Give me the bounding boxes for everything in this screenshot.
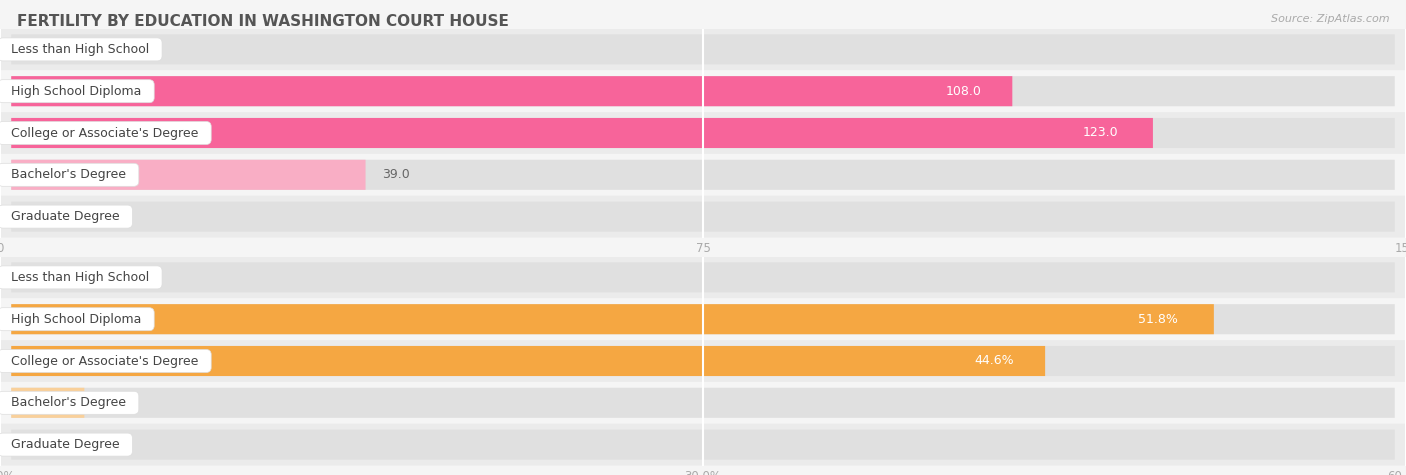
Text: Bachelor's Degree: Bachelor's Degree: [3, 168, 134, 181]
FancyBboxPatch shape: [0, 196, 1406, 238]
FancyBboxPatch shape: [0, 154, 1406, 196]
Text: High School Diploma: High School Diploma: [3, 313, 149, 326]
Text: 108.0: 108.0: [946, 85, 981, 98]
FancyBboxPatch shape: [11, 118, 1395, 148]
Text: High School Diploma: High School Diploma: [3, 85, 149, 98]
FancyBboxPatch shape: [0, 298, 1406, 340]
Text: 0.0: 0.0: [17, 43, 37, 56]
Text: FERTILITY BY EDUCATION IN WASHINGTON COURT HOUSE: FERTILITY BY EDUCATION IN WASHINGTON COU…: [17, 14, 509, 29]
Text: Less than High School: Less than High School: [3, 43, 157, 56]
FancyBboxPatch shape: [11, 201, 1395, 232]
Text: 123.0: 123.0: [1083, 126, 1118, 140]
Text: 51.8%: 51.8%: [1137, 313, 1177, 326]
Text: College or Associate's Degree: College or Associate's Degree: [3, 126, 207, 140]
Text: 44.6%: 44.6%: [974, 354, 1014, 368]
Text: Less than High School: Less than High School: [3, 271, 157, 284]
FancyBboxPatch shape: [11, 76, 1012, 106]
Text: 0.0: 0.0: [17, 210, 37, 223]
FancyBboxPatch shape: [11, 34, 1395, 65]
FancyBboxPatch shape: [0, 28, 1406, 70]
FancyBboxPatch shape: [11, 160, 1395, 190]
FancyBboxPatch shape: [11, 304, 1395, 334]
FancyBboxPatch shape: [11, 429, 1395, 460]
Text: College or Associate's Degree: College or Associate's Degree: [3, 354, 207, 368]
FancyBboxPatch shape: [11, 262, 1395, 293]
FancyBboxPatch shape: [0, 256, 1406, 298]
Text: 0.0%: 0.0%: [17, 271, 49, 284]
FancyBboxPatch shape: [11, 160, 366, 190]
Text: 0.0%: 0.0%: [17, 438, 49, 451]
Text: 39.0: 39.0: [382, 168, 411, 181]
FancyBboxPatch shape: [11, 76, 1395, 106]
FancyBboxPatch shape: [11, 346, 1045, 376]
Text: Source: ZipAtlas.com: Source: ZipAtlas.com: [1271, 14, 1389, 24]
FancyBboxPatch shape: [11, 304, 1213, 334]
FancyBboxPatch shape: [0, 70, 1406, 112]
Text: Bachelor's Degree: Bachelor's Degree: [3, 396, 134, 409]
FancyBboxPatch shape: [0, 382, 1406, 424]
Text: 3.6%: 3.6%: [101, 396, 134, 409]
FancyBboxPatch shape: [11, 388, 1395, 418]
FancyBboxPatch shape: [0, 340, 1406, 382]
Text: Graduate Degree: Graduate Degree: [3, 210, 128, 223]
FancyBboxPatch shape: [11, 388, 84, 418]
FancyBboxPatch shape: [11, 346, 1395, 376]
FancyBboxPatch shape: [11, 118, 1153, 148]
FancyBboxPatch shape: [0, 112, 1406, 154]
FancyBboxPatch shape: [0, 424, 1406, 466]
Text: Graduate Degree: Graduate Degree: [3, 438, 128, 451]
